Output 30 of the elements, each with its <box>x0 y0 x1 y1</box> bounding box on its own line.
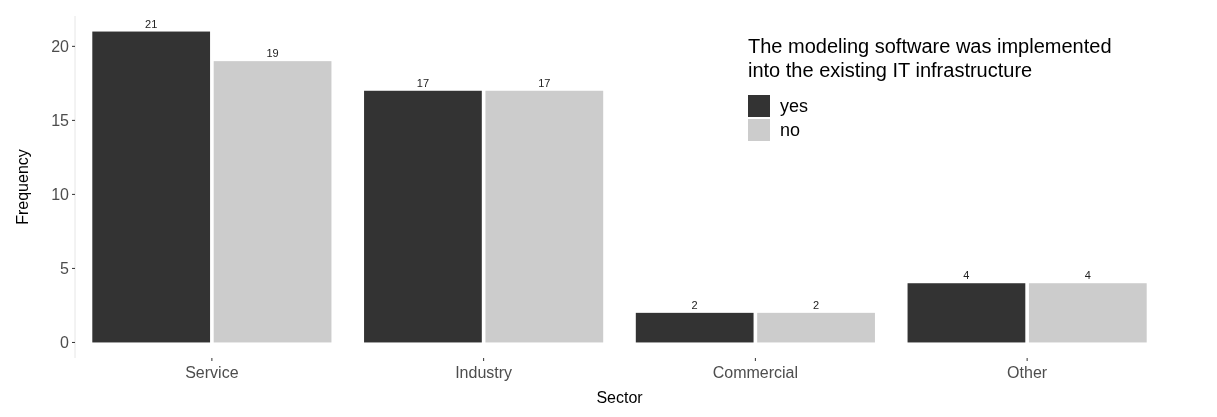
bar <box>635 312 754 343</box>
x-tick-label: Service <box>185 364 239 381</box>
legend-title: The modeling software was implemented into the existing IT infrastructure <box>748 35 1112 81</box>
x-tick-label: Commercial <box>712 364 799 381</box>
data-label: 17 <box>538 76 551 89</box>
data-label: 2 <box>813 298 820 311</box>
data-label: 4 <box>1084 269 1091 282</box>
x-tick-label: Other <box>1007 364 1048 381</box>
bar <box>364 90 482 343</box>
y-tick-label: 15 <box>51 111 70 129</box>
y-tick-label: 5 <box>60 260 70 278</box>
data-label: 17 <box>416 76 430 89</box>
data-label: 19 <box>266 47 279 60</box>
bar <box>92 31 211 343</box>
y-tick-label: 10 <box>51 186 70 203</box>
y-axis-title: Frequency <box>14 149 31 225</box>
y-tick-label: 0 <box>60 334 70 352</box>
legend-label: yes <box>780 96 809 117</box>
bar <box>213 61 332 343</box>
legend-label: no <box>780 120 801 141</box>
bar <box>757 312 875 343</box>
bar <box>907 283 1026 343</box>
data-label: 4 <box>963 269 970 282</box>
data-label: 21 <box>145 17 158 30</box>
y-tick-label: 20 <box>51 37 70 55</box>
bar <box>485 90 604 343</box>
bar <box>1028 283 1147 343</box>
x-axis-title: Sector <box>596 389 644 406</box>
x-tick-label: Industry <box>455 364 513 381</box>
data-label: 2 <box>691 298 698 311</box>
